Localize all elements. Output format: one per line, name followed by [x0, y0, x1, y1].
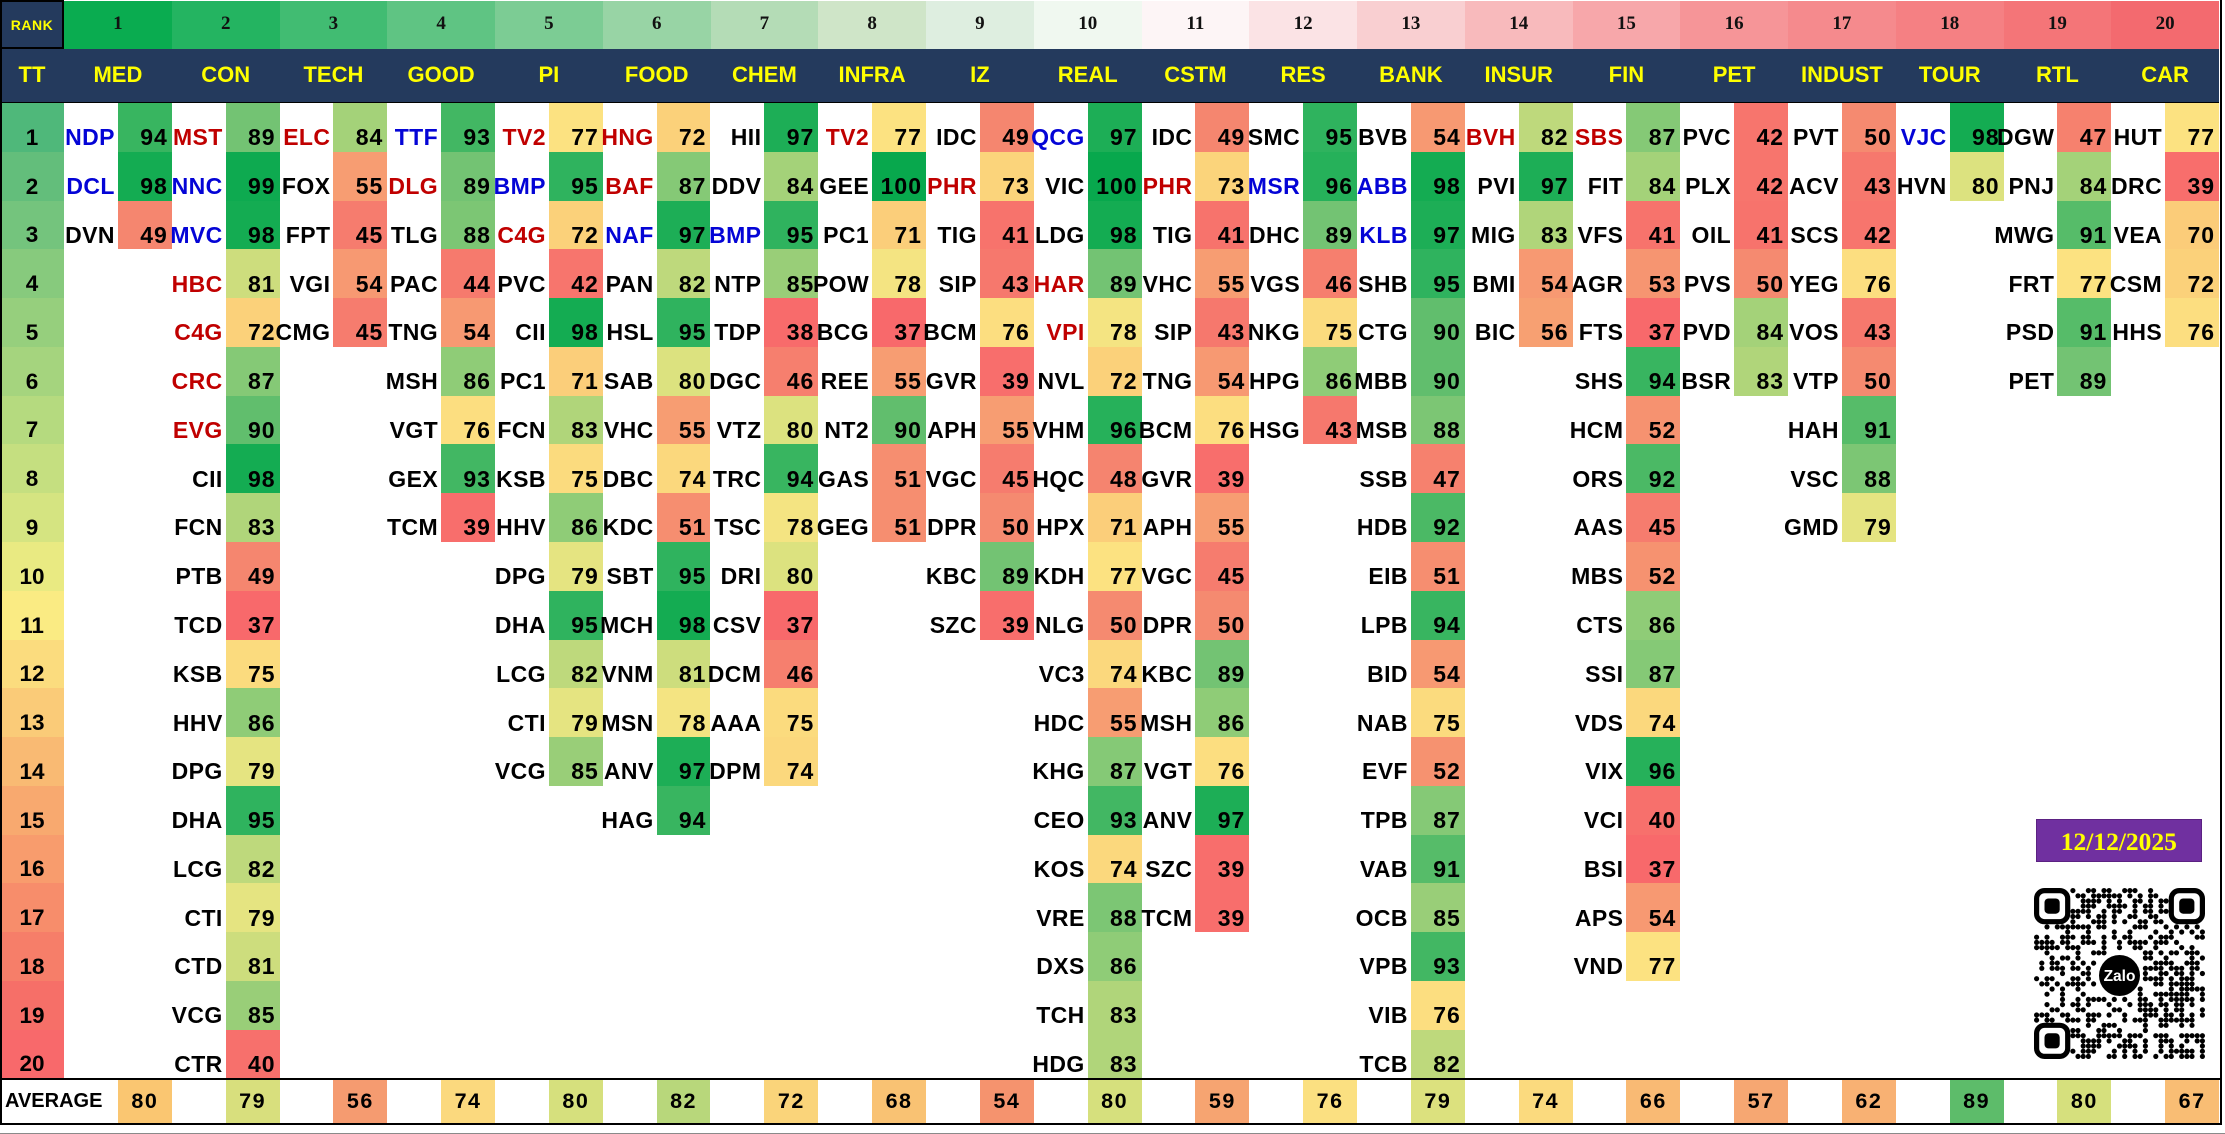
svg-text:Zalo: Zalo	[2104, 968, 2136, 985]
